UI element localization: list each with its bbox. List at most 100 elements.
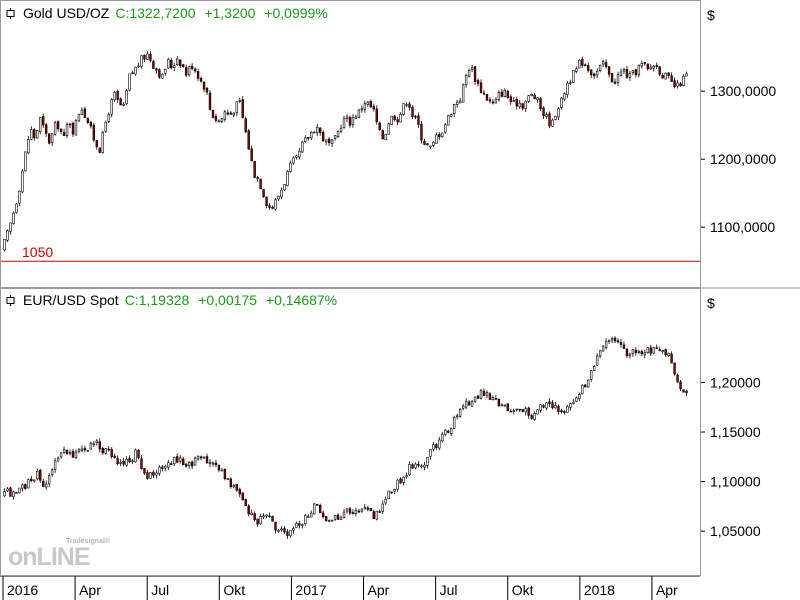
candle-body bbox=[613, 81, 617, 84]
candle-body bbox=[217, 464, 221, 471]
candle-body bbox=[673, 362, 676, 375]
candle-body bbox=[214, 116, 218, 121]
candle-body bbox=[476, 395, 480, 399]
candle-body bbox=[402, 103, 405, 115]
candle-body bbox=[122, 460, 125, 465]
candle-body bbox=[211, 462, 215, 465]
candle-body bbox=[274, 199, 277, 210]
candle-body bbox=[110, 449, 113, 457]
candle-body bbox=[661, 75, 664, 79]
candle-body bbox=[253, 161, 256, 178]
candle-body bbox=[363, 507, 367, 510]
candle-body bbox=[86, 118, 90, 123]
candle-body bbox=[444, 124, 447, 133]
candle-body bbox=[461, 84, 465, 103]
candle-body bbox=[598, 350, 602, 357]
candle-body bbox=[80, 109, 84, 116]
candle-body bbox=[575, 68, 578, 72]
candle-body bbox=[667, 352, 670, 357]
candle-body bbox=[557, 108, 560, 118]
candle-body bbox=[500, 404, 504, 407]
candle-body bbox=[15, 492, 18, 494]
candle-body bbox=[601, 346, 605, 352]
candle-body bbox=[167, 59, 170, 69]
candle-body bbox=[563, 93, 566, 100]
candle-body bbox=[24, 151, 27, 172]
candle-body bbox=[569, 82, 572, 84]
candle-body bbox=[3, 239, 6, 251]
candle-body bbox=[327, 138, 331, 144]
candle-body bbox=[444, 429, 447, 435]
candle-body bbox=[283, 528, 286, 533]
candle-body bbox=[295, 522, 298, 528]
eurusd-close: C:1,19328 bbox=[124, 292, 190, 308]
candle-body bbox=[396, 119, 399, 123]
candle-body bbox=[345, 116, 349, 119]
candle-body bbox=[128, 73, 131, 91]
x-tick-label: 2016 bbox=[7, 582, 38, 598]
candle-body bbox=[447, 115, 450, 126]
candle-body bbox=[676, 374, 679, 383]
candle-body bbox=[399, 113, 402, 123]
candle-body bbox=[581, 59, 584, 66]
candle-body bbox=[223, 469, 227, 479]
candle-body bbox=[673, 80, 676, 88]
candle-body bbox=[220, 469, 224, 472]
candle-body bbox=[92, 443, 96, 446]
candle-body bbox=[74, 120, 78, 136]
candle-body bbox=[173, 457, 176, 465]
candle-body bbox=[655, 65, 658, 67]
x-tick-label: Apr bbox=[79, 582, 101, 598]
candle-body bbox=[71, 123, 75, 135]
candle-body bbox=[292, 528, 295, 531]
candle-body bbox=[21, 170, 24, 193]
candle-body bbox=[512, 100, 515, 102]
candle-body bbox=[661, 350, 664, 352]
candle-body bbox=[179, 457, 182, 462]
candle-body bbox=[143, 467, 146, 474]
candle-body bbox=[202, 456, 206, 459]
candle-body bbox=[595, 355, 599, 366]
candle-body bbox=[450, 428, 453, 434]
eurusd-symbol: EUR/USD Spot bbox=[23, 292, 119, 308]
candle-body bbox=[152, 61, 155, 69]
candle-body bbox=[482, 390, 486, 396]
candle-body bbox=[616, 340, 620, 343]
candle-body bbox=[122, 104, 125, 106]
candle-body bbox=[584, 64, 587, 67]
candle-body bbox=[479, 82, 483, 93]
candle-body bbox=[616, 74, 620, 83]
candle-body bbox=[607, 340, 611, 342]
candle-body bbox=[113, 455, 116, 458]
candle-body bbox=[47, 133, 51, 144]
candle-body bbox=[548, 401, 551, 404]
candle-body bbox=[578, 60, 581, 69]
candle-body bbox=[685, 390, 688, 394]
candle-body bbox=[429, 449, 432, 457]
candle-body bbox=[229, 478, 233, 488]
candle-body bbox=[515, 99, 518, 107]
candle-body bbox=[27, 479, 30, 489]
candle-body bbox=[295, 155, 298, 158]
candle-body bbox=[581, 384, 584, 395]
currency-symbol: $ bbox=[707, 7, 715, 23]
candle-body bbox=[68, 123, 72, 126]
candle-body bbox=[298, 150, 301, 158]
candle-body bbox=[539, 404, 542, 411]
y-tick-label: 1,20000 bbox=[710, 374, 761, 390]
candle-body bbox=[92, 124, 96, 141]
candle-body bbox=[47, 475, 51, 485]
currency-symbol: $ bbox=[707, 295, 715, 311]
candle-body bbox=[214, 462, 218, 466]
candle-body bbox=[116, 458, 119, 464]
candle-body bbox=[15, 203, 18, 213]
candle-body bbox=[390, 115, 393, 125]
x-tick-label: Jul bbox=[151, 582, 169, 598]
candle-body bbox=[339, 517, 343, 520]
candle-body bbox=[262, 189, 265, 198]
candle-body bbox=[265, 514, 268, 517]
candle-body bbox=[277, 195, 280, 200]
candle-body bbox=[53, 460, 57, 470]
candle-body bbox=[143, 54, 146, 60]
candle-body bbox=[202, 81, 206, 90]
